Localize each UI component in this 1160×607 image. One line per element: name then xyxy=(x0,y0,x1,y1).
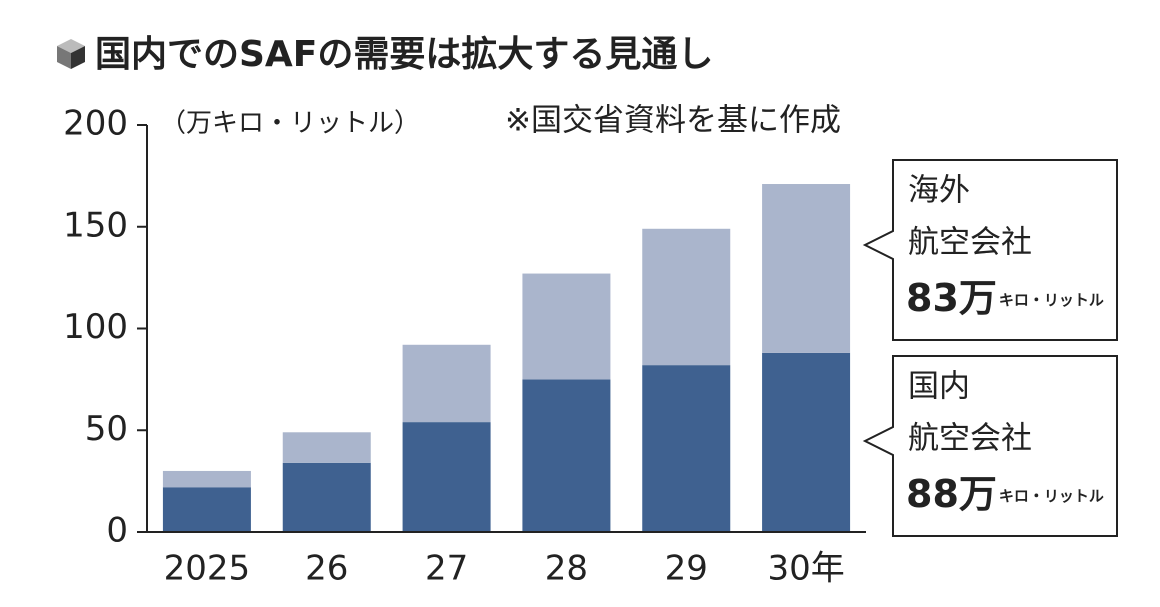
x-tick-label: 2025 xyxy=(164,549,251,589)
x-tick-label: 29 xyxy=(665,549,708,589)
bar-segment xyxy=(642,228,731,366)
callout-box xyxy=(862,355,1118,537)
callout-amount-unit: キロ・リットル xyxy=(999,487,1104,505)
bar-segment xyxy=(762,352,851,532)
bar-segment xyxy=(402,344,491,423)
callout-box xyxy=(862,159,1118,341)
callout-text: 国内 xyxy=(908,369,970,405)
x-tick-label: 26 xyxy=(305,549,348,589)
y-tick-label: 200 xyxy=(63,104,128,144)
source-note: ※国交省資料を基に作成 xyxy=(505,103,841,139)
x-tick-label: 27 xyxy=(425,549,468,589)
callout-text: 航空会社 xyxy=(908,225,1032,261)
callout-amount: 88万 キロ・リットル xyxy=(906,472,1104,516)
bar-segment xyxy=(762,184,851,353)
bar-segment xyxy=(402,422,491,532)
y-tick-label: 150 xyxy=(63,205,128,245)
chart-title: 国内でのSAFの需要は拡大する見通し xyxy=(95,34,713,75)
callout-text: 海外 xyxy=(908,173,970,209)
callout-text: 航空会社 xyxy=(908,421,1032,457)
bar-segment xyxy=(162,487,251,532)
title-icon xyxy=(57,39,85,69)
y-tick-label: 0 xyxy=(106,511,128,551)
y-axis-label: （万キロ・リットル） xyxy=(160,109,420,139)
bar-segment xyxy=(282,462,371,532)
bar-segment xyxy=(642,365,731,532)
bar-segment xyxy=(522,273,611,380)
callout-amount-number: 83万 xyxy=(906,276,997,320)
callout-amount-unit: キロ・リットル xyxy=(999,291,1104,309)
callout-amount: 83万 キロ・リットル xyxy=(906,276,1104,320)
y-tick-label: 50 xyxy=(85,409,128,449)
bar-segment xyxy=(522,379,611,532)
y-tick-label: 100 xyxy=(63,307,128,347)
bar-segment xyxy=(162,470,251,488)
x-tick-label: 30年 xyxy=(767,549,844,589)
bar-segment xyxy=(282,432,371,463)
x-tick-label: 28 xyxy=(545,549,588,589)
callout-amount-number: 88万 xyxy=(906,472,997,516)
